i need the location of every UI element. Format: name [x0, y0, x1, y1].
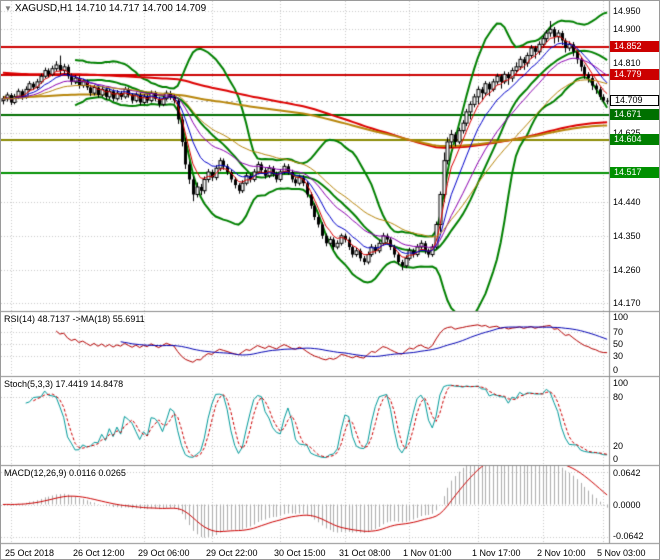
stoch-indicator-label: Stoch(5,3,3) 17.4419 14.8478 [4, 379, 124, 389]
stoch-tick-label: 0 [613, 454, 619, 464]
rsi-tick-label: 100 [613, 312, 629, 322]
price-tick-label: 14.260 [613, 265, 641, 275]
date-tick-label: 29 Oct 22:00 [206, 548, 258, 558]
price-tick-label: 14.625 [613, 128, 641, 138]
price-level-badge: 14.517 [610, 167, 659, 178]
date-tick-label: 1 Nov 01:00 [403, 548, 452, 558]
date-tick-label: 31 Oct 08:00 [339, 548, 391, 558]
date-tick-label: 29 Oct 06:00 [138, 548, 190, 558]
price-tick-label: 14.900 [613, 24, 641, 34]
price-tick-label: 14.350 [613, 231, 641, 241]
price-tick-label: 14.170 [613, 298, 641, 308]
stoch-tick-label: 80 [613, 392, 624, 402]
chart-marker-icon: ▼ [4, 4, 12, 13]
chart-title: ▼ XAGUSD,H1 14.710 14.717 14.700 14.709 [4, 3, 206, 14]
date-tick-label: 2 Nov 10:00 [537, 548, 586, 558]
stoch-tick-label: 20 [613, 441, 624, 451]
date-tick-label: 26 Oct 12:00 [73, 548, 125, 558]
rsi-tick-label: 50 [613, 339, 624, 349]
date-tick-label: 30 Oct 15:00 [274, 548, 326, 558]
price-level-badge: 14.852 [610, 41, 659, 52]
price-level-badge: 14.671 [610, 109, 659, 120]
rsi-tick-label: 70 [613, 327, 624, 337]
macd-indicator-label: MACD(12,26,9) 0.0116 0.0265 [4, 468, 126, 478]
stoch-tick-label: 100 [613, 378, 629, 388]
date-tick-label: 5 Nov 03:00 [597, 548, 646, 558]
price-tick-label: 14.440 [613, 197, 641, 207]
price-level-badge: 14.779 [610, 69, 659, 80]
macd-tick-label: 0.0642 [613, 468, 641, 478]
chart-ohlc-values: 14.710 14.717 14.700 14.709 [75, 3, 207, 14]
macd-tick-label: -0.0642 [613, 531, 644, 541]
date-tick-label: 25 Oct 2018 [5, 548, 55, 558]
rsi-tick-label: 0 [613, 365, 619, 375]
price-level-badge: 14.604 [610, 134, 659, 145]
price-tick-label: 14.810 [613, 58, 641, 68]
rsi-indicator-label: RSI(14) 48.7137 ->MA(18) 55.6911 [4, 314, 145, 324]
chart-symbol: XAGUSD,H1 [14, 3, 73, 14]
macd-tick-label: 0.0000 [613, 500, 641, 510]
date-tick-label: 1 Nov 17:00 [472, 548, 521, 558]
current-price-badge: 14.709 [610, 95, 659, 106]
price-tick-label: 14.950 [613, 6, 641, 16]
rsi-tick-label: 30 [613, 351, 624, 361]
